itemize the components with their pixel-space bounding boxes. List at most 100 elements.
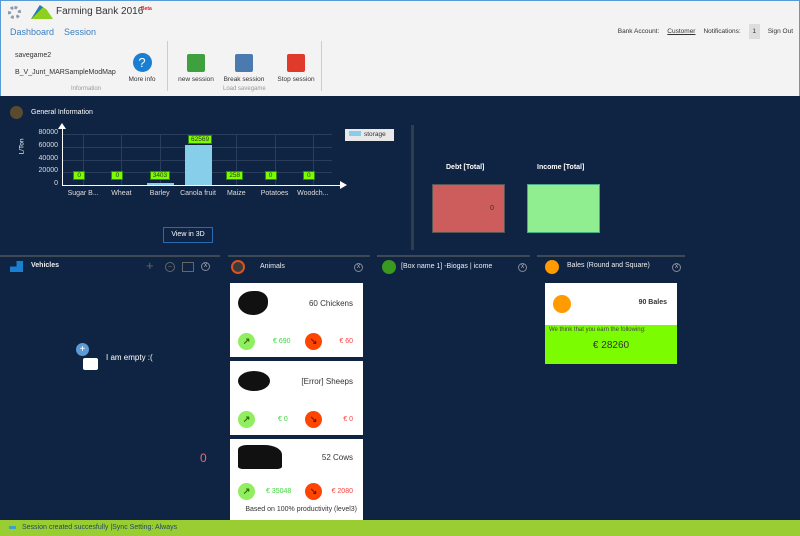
gridline-vertical [83,134,85,185]
beta-badge: Beta [141,6,152,12]
x-tick-label: Barley [149,190,170,197]
gridline-vertical [236,134,238,185]
income-arrow-icon: ↗ [238,483,255,500]
settings-gear-icon[interactable] [8,6,21,19]
x-tick-label: Potatoes [260,190,289,197]
status-text: Session created succesfully |Sync Settin… [22,524,178,531]
chart-legend: storage [345,129,394,141]
cow-icon [238,445,282,469]
general-info-title: General Information [31,109,93,116]
y-axis-arrow-icon [58,123,66,129]
ribbon-area: Farming Bank 2016 Beta Dashboard Session… [0,0,800,96]
add-icon[interactable]: + [146,258,154,273]
close-biogas-button[interactable]: X [518,263,527,272]
debt-value: 0 [490,205,494,212]
biogas-title: [Box name 1] -Biogas | icome [401,263,493,270]
floppy-red-icon [287,54,305,72]
break-session-label: Break session [223,76,265,83]
income-title: Income [Total] [537,164,585,171]
tractor-icon [83,358,98,370]
chicken-icon [238,291,268,315]
animal-label: 60 Chickens [308,299,353,308]
x-tick-label: Canola fruit [180,190,216,197]
y-axis [62,128,63,185]
x-tick-label: Wheat [111,190,132,197]
vehicles-empty-text: I am empty :( [106,353,153,362]
y-tick-label: 40000 [38,154,58,162]
animal-card-sheeps: [Error] Sheeps ↗ € 0 ↘ € 0 [230,361,363,435]
status-bar: Session created succesfully |Sync Settin… [0,520,800,536]
bar [185,145,212,185]
tab-session[interactable]: Session [64,27,97,37]
data-label: 0 [264,171,277,180]
close-animals-button[interactable]: X [354,263,363,272]
break-session-button[interactable]: Break session [221,54,267,83]
debt-box: 0 [432,184,505,233]
debt-title: Debt [Total] [446,164,485,171]
question-icon: ? [132,53,152,72]
bales-card: 90 Bales We think that you earn the foll… [545,283,677,364]
app-title: Farming Bank 2016 [56,6,144,17]
data-label: 3403 [149,171,171,180]
floppy-blue-icon [235,54,253,72]
status-indicator-icon [9,526,16,529]
animal-card-cows: 52 Cows ↗ € 35048 ↘ € 2080 Based on 100%… [230,439,363,520]
savegame-name: savegame2 [15,52,52,59]
gridline-vertical [274,134,276,185]
more-info-button[interactable]: ? More info [125,53,159,83]
new-session-label: new session [178,76,214,83]
data-label: 258 [226,171,244,180]
animal-income: € 690 [273,338,291,345]
barn-icon [231,260,245,274]
close-vehicles-button[interactable]: X [201,262,210,271]
view-3d-button[interactable]: View in 3D [163,227,213,243]
legend-label: storage [364,131,386,138]
y-tick-label: 80000 [38,129,58,136]
y-tick-label: 60000 [38,141,58,149]
cost-arrow-icon: ↘ [305,333,322,350]
animal-cost: € 0 [343,416,353,423]
x-tick-label: Maize [226,190,246,197]
devices-icon[interactable] [182,262,194,272]
notifications-label: Notifications: [703,27,741,35]
animal-income: € 35048 [266,488,292,495]
y-tick-label: 20000 [38,167,58,175]
floppy-green-icon [187,54,205,72]
vehicles-icon [10,261,23,272]
x-axis [62,185,340,186]
animal-cost: € 2080 [331,488,353,495]
data-label: 62569 [188,135,213,145]
biogas-icon [382,260,396,274]
map-name: B_V_Junt_MARSampleModMap [15,69,116,76]
bales-header: Bales (Round and Square) X [537,255,685,275]
cost-arrow-icon: ↘ [305,411,322,428]
close-bales-button[interactable]: X [672,263,681,272]
income-box [527,184,600,233]
new-session-button[interactable]: new session [173,54,219,83]
earn-text: We think that you earn the following: [549,327,646,333]
bank-account-link[interactable]: Customer [667,27,696,35]
header-right: Bank Account: Customer Notifications: 1 … [618,23,793,39]
tab-dashboard[interactable]: Dashboard [10,27,55,37]
vehicles-title: Vehicles [31,262,60,269]
animal-card-chickens: 60 Chickens ↗ € 690 ↘ € 60 [230,283,363,357]
stop-session-button[interactable]: Stop session [273,54,319,83]
animal-label: [Error] Sheeps [301,377,353,386]
bales-title: Bales (Round and Square) [567,262,650,269]
notifications-count[interactable]: 1 [748,23,760,39]
sign-out-link[interactable]: Sign Out [767,27,793,35]
vertical-divider [411,125,414,250]
gridline [62,134,332,135]
bales-card-icon [553,295,571,313]
vehicles-total: 0 [200,451,207,465]
bales-earnings: We think that you earn the following: € … [545,325,677,364]
remove-icon[interactable]: − [165,262,175,272]
sheep-icon [238,371,270,391]
divider [321,41,322,91]
animal-label: 52 Cows [321,453,353,462]
gridline-vertical [159,134,161,185]
data-label: 0 [73,171,86,180]
cost-arrow-icon: ↘ [305,483,322,500]
add-vehicle-icon[interactable]: + [76,343,89,356]
divider [167,41,168,91]
